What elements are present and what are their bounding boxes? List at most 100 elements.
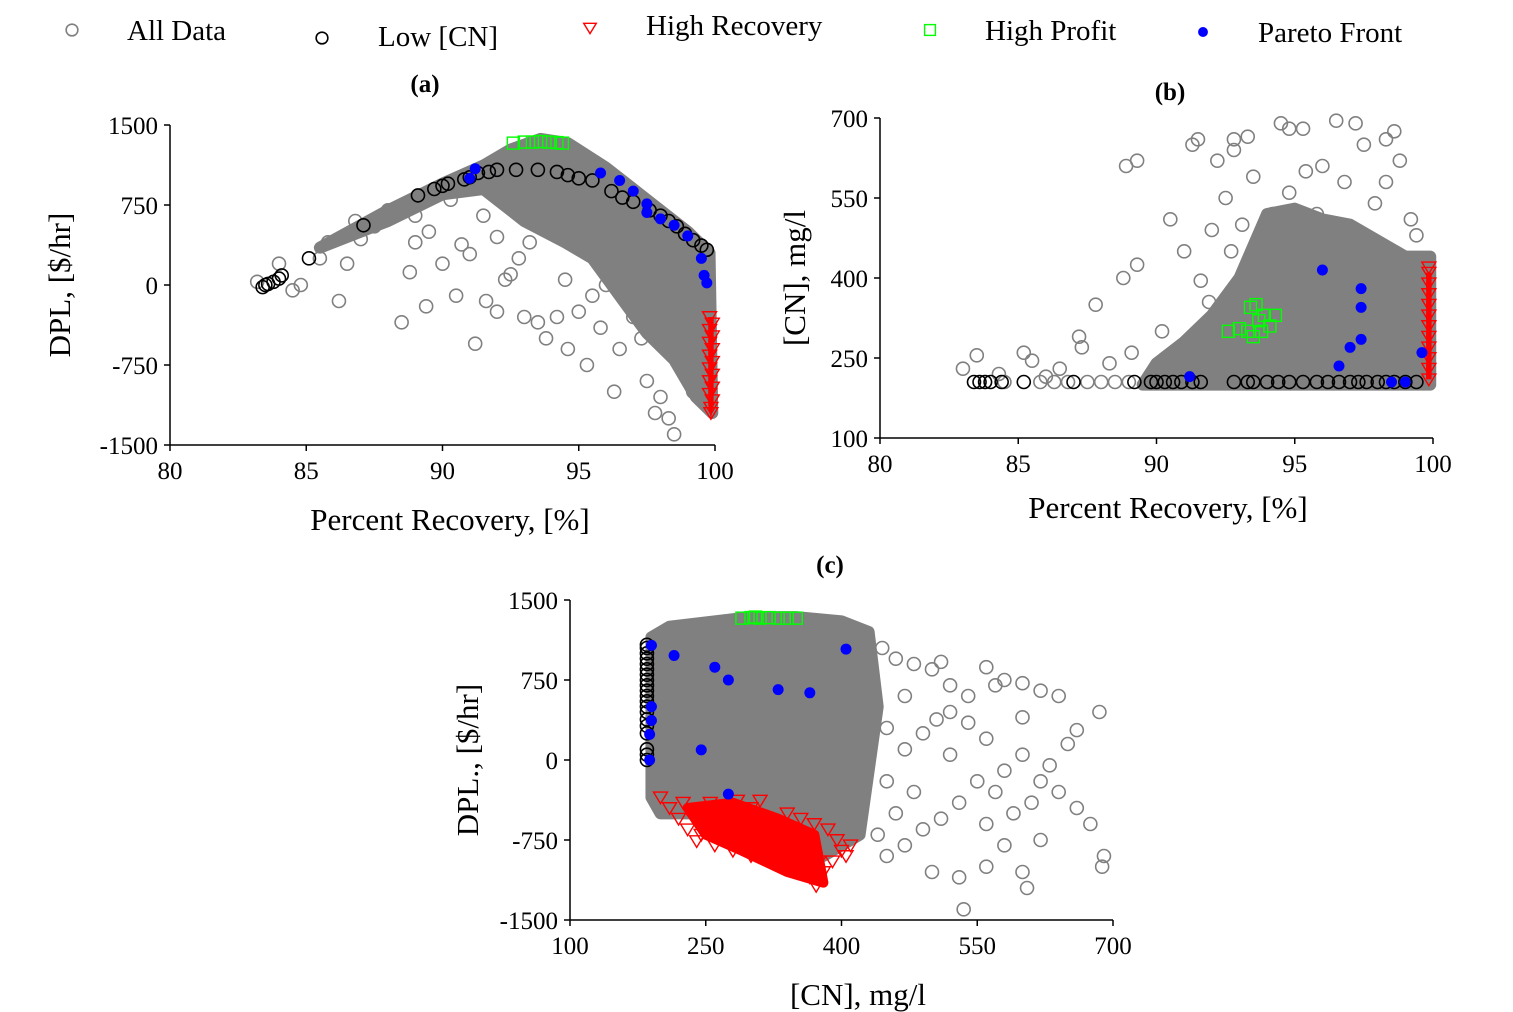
all-data-point [571,304,587,319]
legend-marker-icon [1198,27,1208,37]
series-high-profit [506,134,570,150]
pareto-front-point [1399,376,1411,388]
all-data-point [1096,848,1112,864]
y-tick-label: 1500 [108,113,158,140]
low-cn-point [639,656,655,672]
all-data-point [1201,294,1217,310]
all-data-point [1245,169,1261,184]
high-recovery-point [797,844,814,859]
all-data-point [978,859,994,874]
all-data-point [1356,137,1372,152]
all-data-point [579,357,595,373]
low-cn-point [1245,374,1261,390]
all-data-point [1019,880,1035,896]
panel-title: (c) [816,552,844,579]
high-recovery-point [792,812,810,827]
low-cn-point [1351,374,1366,390]
pareto-front-point [1355,333,1367,345]
legend-item-pareto-front: Pareto Front [1198,17,1402,49]
high-profit-point [748,610,763,624]
all-data-point [915,822,931,837]
series-high-profit [1221,297,1283,344]
y-axis-label: DPL., [$/hr] [450,684,485,836]
pareto-front-point [1316,264,1328,276]
x-tick-label: 95 [566,458,591,485]
x-tick-label: 400 [823,933,861,960]
pareto-front-point [668,219,680,231]
all-data-point [467,336,483,351]
all-data-point [1016,345,1032,360]
axes: 80 85 90 95 100 700 550 400 250 100 Percent Recove… [777,106,1452,525]
pareto-front-point [645,639,657,651]
low-cn-point [977,374,993,390]
low-cn-point [1127,374,1142,390]
low-cn-point [427,181,442,197]
high-profit-point [533,134,548,149]
series-high-recovery [652,791,859,894]
high-recovery-point [679,823,696,837]
all-data-point [960,715,976,730]
all-data-point [933,811,949,826]
pareto-front-point [644,728,656,740]
all-data-point [1234,217,1250,232]
high-recovery-point [720,818,737,832]
all-data-point [988,784,1003,800]
pareto-front-point [682,230,694,242]
high-recovery-point [810,855,828,869]
x-tick-label: 100 [551,933,589,960]
x-axis-label: [CN], mg/l [790,977,926,1012]
low-cn-point [699,242,715,258]
high-recovery-point [742,802,760,816]
high-profit-point [1268,308,1283,323]
low-cn-point [1370,374,1385,390]
all-data-point [380,203,396,218]
low-cn-point [604,183,619,199]
series-low-cn [639,637,655,768]
all-data-point [462,246,478,262]
all-data-point [1218,190,1233,206]
panel-title: (a) [410,71,439,98]
high-recovery-point [819,823,837,837]
all-data-point [1038,369,1054,384]
all-data-point [511,251,527,266]
all-data-point [585,288,600,303]
all-data-point [1071,329,1087,344]
series-low-cn [255,162,715,295]
pareto-front-point [645,701,657,713]
all-data-point [418,299,434,314]
all-data-point [653,389,668,405]
all-data-point [1295,121,1311,136]
legend-marker-icon [65,23,79,37]
pareto-front-point [595,167,607,179]
pareto-front-point [655,213,666,225]
low-cn-point [274,268,290,283]
low-cn-point [639,688,655,704]
low-cn-point [1157,374,1173,390]
all-data-point [407,208,423,223]
legend-marker-icon [315,31,329,45]
all-data-point [1069,800,1085,816]
all-data-point [888,651,904,666]
high-profit-point [753,611,767,625]
all-data-point [969,774,985,789]
low-cn-point [1174,374,1189,390]
pareto-front-point [1355,283,1367,295]
high-profit-point [762,610,776,625]
all-data-point [503,267,518,282]
high-profit-point [517,135,531,149]
all-data-point [933,654,949,670]
high-recovery-point [674,796,692,811]
all-data-dense-area [313,132,719,419]
y-tick-label: 550 [831,186,869,213]
all-data-point [1129,153,1145,168]
all-data-point [888,806,904,821]
all-data-point [1176,244,1192,259]
all-data-point [1083,816,1098,832]
all-data-point [320,235,336,250]
low-cn-point [301,251,317,266]
pareto-front-point [645,715,657,727]
low-cn-point [1149,374,1164,390]
all-data-point [516,309,532,325]
legend-label: High Profit [985,15,1116,47]
all-data-point [942,704,958,720]
